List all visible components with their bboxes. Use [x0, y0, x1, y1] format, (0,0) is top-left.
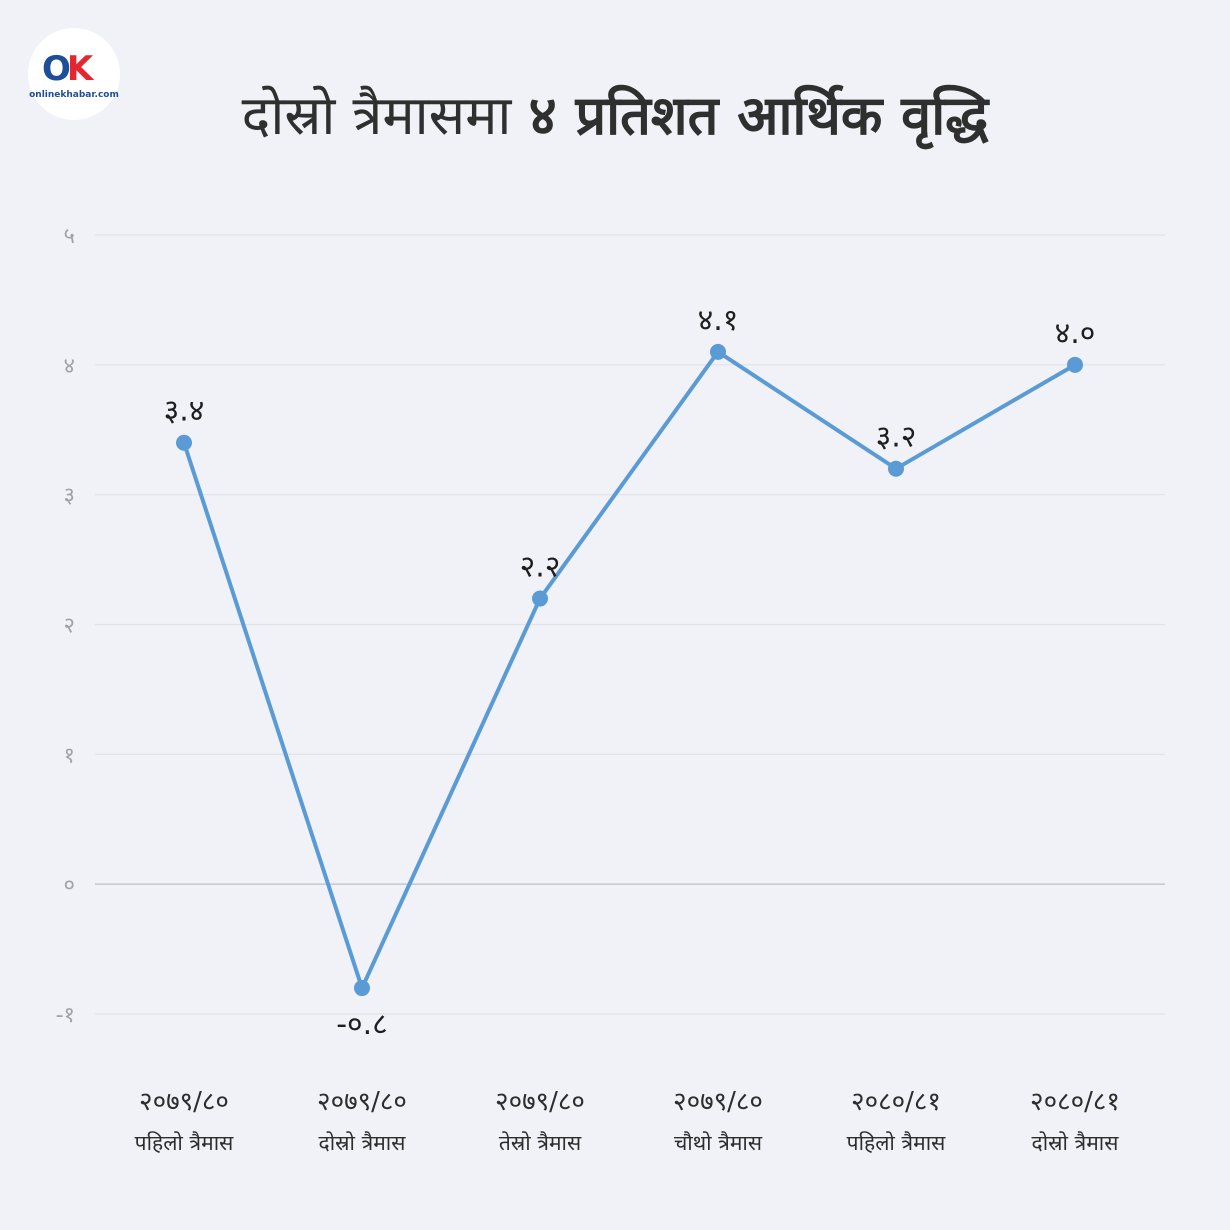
x-category-year: २०७९/८० [673, 1087, 763, 1117]
data-label: ३.२ [876, 420, 917, 455]
x-category-quarter: पहिलो त्रैमास [135, 1131, 234, 1155]
data-label: ४.० [1055, 316, 1096, 351]
logo: OK onlinekhabar.com [28, 28, 120, 120]
logo-mark-o: O [42, 49, 71, 89]
data-label: ३.४ [164, 394, 205, 429]
chart-title: दोस्रो त्रैमासमा ४ प्रतिशत आर्थिक वृद्धि [130, 78, 1100, 154]
y-tick-label: ३ [64, 484, 75, 509]
y-tick-label: ४ [64, 354, 75, 379]
data-point [354, 980, 370, 997]
logo-wordmark: onlinekhabar.com [29, 90, 119, 100]
data-point [888, 460, 904, 477]
chart-title-lead: दोस्रो त्रैमासमा [241, 84, 512, 147]
x-axis-category-labels: २०७९/८० पहिलो त्रैमास २०७९/८० दोस्रो त्रैमा… [135, 1087, 1120, 1155]
series-line [182, 349, 1077, 991]
x-category-year: २०८०/८१ [851, 1087, 941, 1117]
series-layer [176, 343, 1083, 997]
y-tick-label: २ [64, 614, 75, 639]
y-axis-tick-labels: -१ ० १ २ ३ ४ ५ [56, 224, 75, 1028]
x-category-quarter: पहिलो त्रैमास [847, 1131, 946, 1155]
x-category-year: २०८०/८१ [1030, 1087, 1120, 1117]
data-point [710, 343, 726, 360]
y-tick-label: -१ [56, 1003, 75, 1028]
logo-mark-k: K [66, 49, 93, 89]
y-tick-label: ० [64, 873, 75, 898]
data-point [176, 434, 192, 451]
data-point [532, 590, 548, 607]
logo-mark: OK [42, 49, 93, 89]
y-tick-label: ५ [64, 224, 75, 249]
x-category-year: २०७९/८० [317, 1087, 407, 1117]
data-label: २.२ [520, 550, 561, 585]
x-category-quarter: दोस्रो त्रैमास [1032, 1131, 1120, 1155]
x-category-quarter: चौथो त्रैमास [674, 1131, 763, 1155]
data-label: ४.१ [698, 303, 739, 338]
grid-lines [95, 234, 1165, 1015]
chart-title-emphasis: ४ प्रतिशत आर्थिक वृद्धि [528, 84, 989, 147]
y-tick-label: १ [64, 743, 75, 768]
x-category-year: २०७९/८० [139, 1087, 229, 1117]
x-category-year: २०७९/८० [495, 1087, 585, 1117]
x-category-quarter: तेस्रो त्रैमास [499, 1131, 582, 1155]
x-category-quarter: दोस्रो त्रैमास [319, 1131, 407, 1155]
data-label: -०.८ [336, 1007, 388, 1042]
data-point [1067, 356, 1083, 373]
data-labels: ३.४ -०.८ २.२ ४.१ ३.२ ४.० [164, 303, 1096, 1042]
